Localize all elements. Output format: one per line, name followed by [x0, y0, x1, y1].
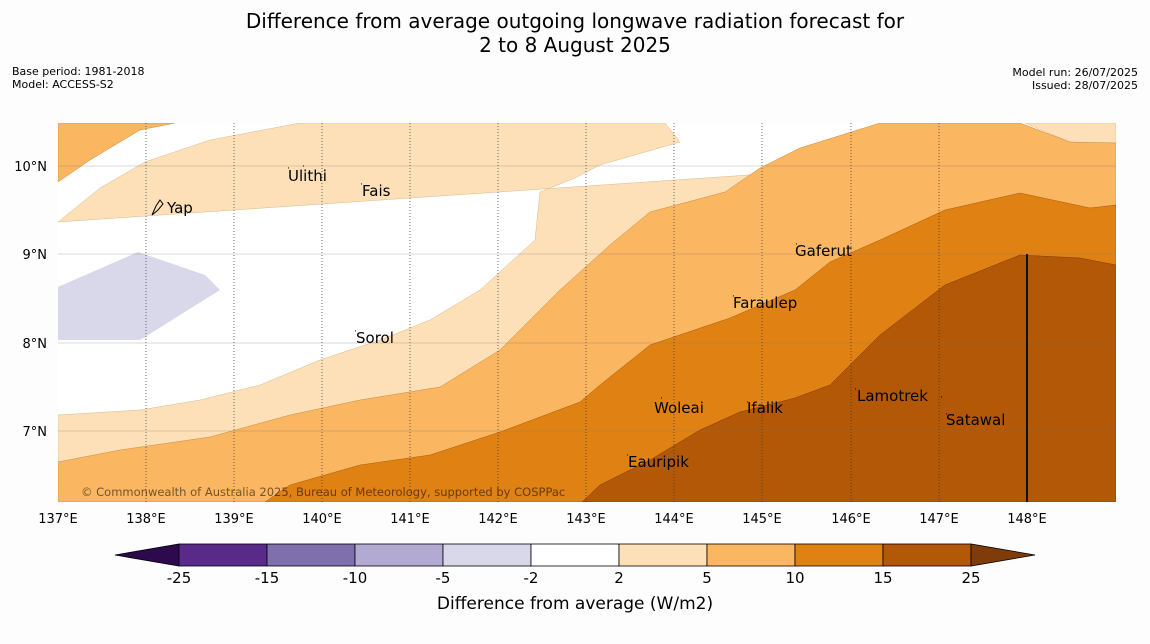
map-area: · · · · · · · · · · · · Ulithi Fais Yap …	[58, 123, 1116, 502]
title-line-1: Difference from average outgoing longwav…	[245, 9, 905, 33]
colorbar-swatches	[178, 543, 972, 567]
yap-island-outline	[151, 199, 164, 216]
colorbar-title: Difference from average (W/m2)	[436, 594, 714, 614]
colorbar-swatch	[178, 543, 268, 567]
svg-text:·: ·	[940, 393, 943, 403]
svg-text:·: ·	[660, 394, 663, 404]
place-label: Eauripik	[628, 453, 689, 471]
colorbar-tick-label: 5	[702, 569, 712, 587]
colorbar-tick-label: -15	[255, 569, 280, 587]
place-label: Sorol	[356, 329, 394, 347]
lon-gridlines	[145, 123, 940, 502]
contour-band-15-25	[581, 254, 1116, 502]
meta-left: Base period: 1981-2018 Model: ACCESS-S2	[12, 65, 144, 91]
place-label: Yap	[166, 199, 193, 217]
svg-text:·: ·	[945, 410, 948, 420]
lon-tick-label: 148°E	[1007, 512, 1047, 527]
colorbar-tick-label: 2	[614, 569, 624, 587]
svg-text:·: ·	[795, 240, 798, 250]
colorbar-swatch	[618, 543, 708, 567]
lon-tick-label: 138°E	[126, 512, 166, 527]
colorbar-tick-label: -25	[167, 569, 192, 587]
copyright-notice: © Commonwealth of Australia 2025, Bureau…	[81, 485, 565, 499]
svg-text:·: ·	[302, 162, 305, 172]
colorbar-tick-label: 25	[961, 569, 980, 587]
lon-tick-label: 140°E	[302, 512, 342, 527]
svg-text:·: ·	[732, 292, 735, 302]
svg-text:·: ·	[360, 180, 363, 190]
colorbar-tick-label: 15	[873, 569, 892, 587]
lon-tick-label: 137°E	[38, 512, 78, 527]
svg-text:·: ·	[746, 398, 749, 408]
contour-cool-region	[58, 252, 220, 340]
lon-tick-labels: 137°E 138°E 139°E 140°E 141°E 142°E 143°…	[38, 512, 1047, 527]
lon-tick-label: 147°E	[919, 512, 959, 527]
lon-tick-label: 145°E	[742, 512, 782, 527]
colorbar-tick-label: 10	[785, 569, 804, 587]
colorbar-swatch	[794, 543, 884, 567]
lon-tick-label: 142°E	[478, 512, 518, 527]
colorbar-tick-label: -10	[343, 569, 368, 587]
model-name: Model: ACCESS-S2	[12, 78, 114, 91]
lat-tick-label: 9°N	[23, 248, 48, 263]
lat-tick-labels: 10°N 9°N 8°N 7°N	[14, 160, 47, 440]
svg-text:·: ·	[287, 164, 290, 174]
title-line-2: 2 to 8 August 2025	[479, 33, 671, 57]
svg-text:·: ·	[354, 327, 357, 337]
colorbar-under-arrow	[114, 543, 180, 567]
place-label: Ulithi	[288, 167, 327, 185]
island-markers: · · · · · · · · · · · ·	[287, 162, 948, 461]
place-label: Faraulep	[733, 294, 797, 312]
base-period: Base period: 1981-2018	[12, 65, 145, 78]
colorbar-tick-label: -2	[524, 569, 539, 587]
colorbar-swatch	[530, 543, 620, 567]
meta-right: Model run: 26/07/2025 Issued: 28/07/2025	[1012, 66, 1138, 92]
map-title: Difference from average outgoing longwav…	[0, 9, 1150, 57]
colorbar-tick-label: -5	[436, 569, 451, 587]
lon-tick-label: 139°E	[214, 512, 254, 527]
place-label: Woleai	[654, 399, 704, 417]
contour-band-5-10	[58, 123, 176, 183]
lon-tick-label: 146°E	[831, 512, 871, 527]
place-label: Gaferut	[795, 242, 852, 260]
svg-text:·: ·	[854, 385, 857, 395]
colorbar-swatch	[266, 543, 356, 567]
place-label: Fais	[362, 182, 391, 200]
colorbar-tick-labels: -25 -15 -10 -5 -2 2 5 10 15 25	[167, 569, 981, 587]
lon-tick-label: 143°E	[566, 512, 606, 527]
colorbar-swatch	[706, 543, 796, 567]
colorbar-swatch	[882, 543, 972, 567]
place-label: Lamotrek	[857, 387, 928, 405]
svg-text:·: ·	[626, 451, 629, 461]
issued-date: Issued: 28/07/2025	[1031, 79, 1138, 92]
lat-tick-label: 7°N	[23, 425, 48, 440]
colorbar-swatch	[442, 543, 532, 567]
model-run: Model run: 26/07/2025	[1012, 66, 1138, 79]
place-label: Ifalik	[747, 399, 783, 417]
lon-tick-label: 141°E	[390, 512, 430, 527]
lon-tick-label: 144°E	[654, 512, 694, 527]
place-label: Satawal	[946, 411, 1005, 429]
lat-tick-label: 10°N	[14, 160, 47, 175]
colorbar: -25 -15 -10 -5 -2 2 5 10 15 25	[114, 543, 1036, 587]
lat-tick-label: 8°N	[23, 337, 48, 352]
colorbar-over-arrow	[970, 543, 1036, 567]
colorbar-swatch	[354, 543, 444, 567]
